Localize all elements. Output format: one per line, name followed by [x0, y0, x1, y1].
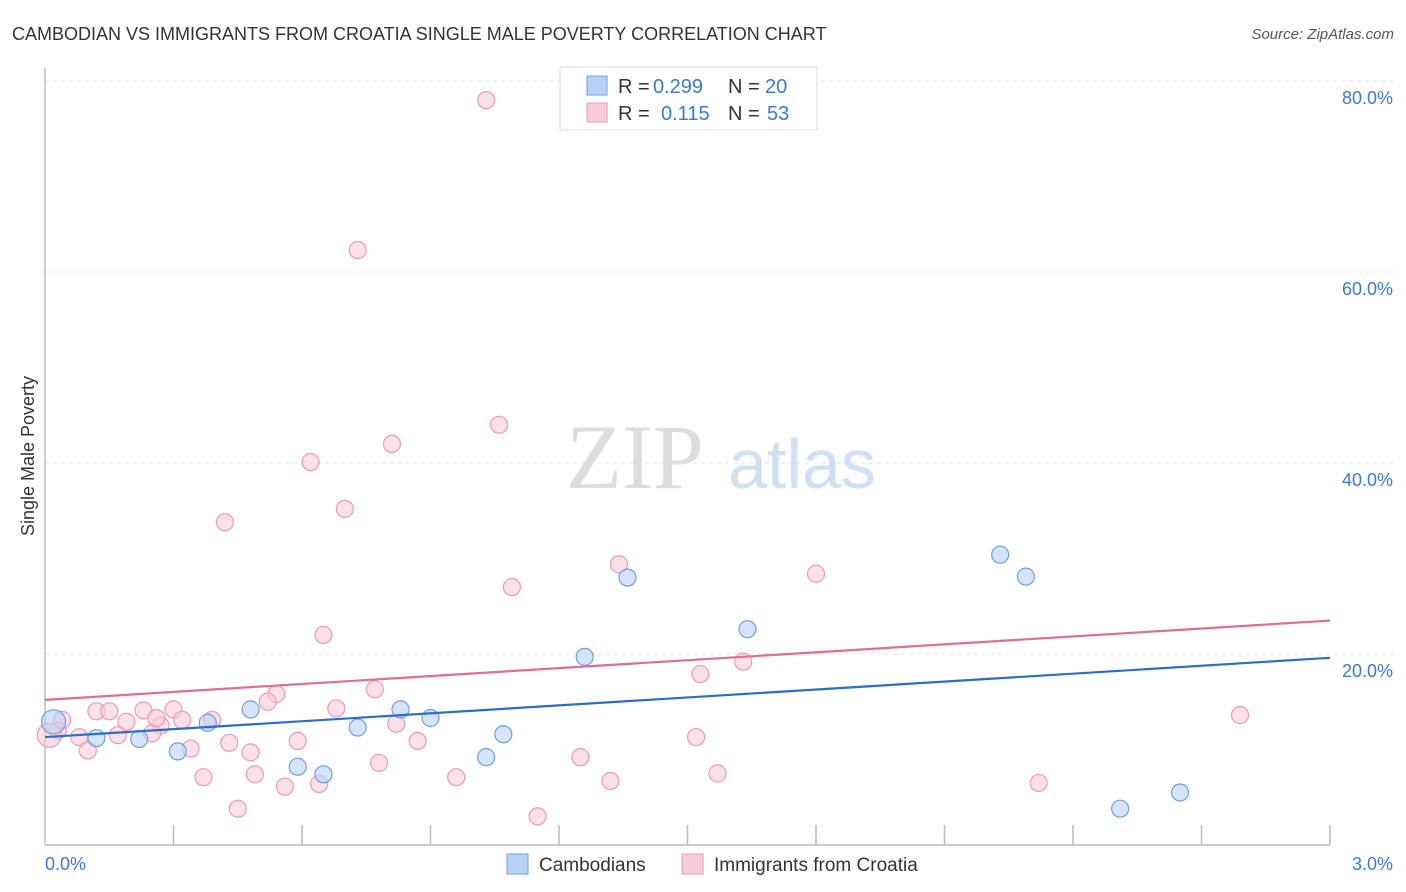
point-cambodians — [738, 620, 757, 639]
point-croatia — [806, 564, 826, 583]
point-cambodians — [130, 729, 149, 749]
legend-r-value: 0.299 — [653, 76, 703, 98]
legend-n-label: N = — [728, 76, 760, 98]
point-cambodians — [991, 545, 1010, 564]
point-cambodians — [391, 700, 410, 719]
point-croatia — [408, 731, 427, 751]
point-croatia — [108, 726, 127, 745]
y-tick-label: 80.0% — [1342, 88, 1393, 108]
point-croatia — [348, 240, 367, 260]
point-cambodians — [87, 728, 106, 748]
point-croatia — [382, 434, 402, 453]
point-croatia — [288, 731, 307, 751]
legend-n-value: 53 — [767, 103, 789, 125]
legend-r-label: R = — [618, 76, 650, 98]
x-ticks — [172, 825, 1331, 845]
gridlines — [45, 80, 1394, 655]
point-cambodians — [348, 718, 367, 737]
point-croatia — [686, 727, 706, 747]
point-croatia — [245, 765, 264, 784]
point-croatia — [78, 741, 97, 760]
point-croatia — [275, 777, 294, 796]
point-croatia — [194, 768, 213, 787]
point-croatia — [365, 680, 384, 699]
point-cambodians — [40, 709, 67, 735]
point-cambodians — [168, 742, 187, 761]
point-croatia — [1029, 773, 1048, 793]
point-croatia — [502, 578, 521, 597]
source-label: Source: ZipAtlas.com — [1251, 26, 1394, 43]
legend-n-label: N = — [728, 103, 760, 125]
svg-text:atlas: atlas — [728, 425, 876, 503]
legend-n-value: 20 — [765, 76, 787, 98]
trend-line-cambodians — [44, 656, 1331, 739]
y-tick-label: 60.0% — [1342, 279, 1393, 299]
point-croatia — [241, 743, 260, 762]
point-croatia — [220, 733, 239, 752]
point-cambodians — [1170, 783, 1190, 802]
legend-swatch-cambodians — [586, 75, 608, 96]
point-cambodians — [575, 647, 594, 666]
point-croatia — [117, 712, 136, 731]
point-croatia — [609, 555, 629, 574]
trend-lines — [44, 619, 1331, 739]
legend-swatch-croatia — [586, 102, 608, 123]
point-croatia — [335, 499, 354, 518]
point-croatia — [708, 764, 727, 783]
x-tick-label-max: 3.0% — [1352, 854, 1393, 874]
bottom-legend: Cambodians Immigrants from Croatia — [506, 853, 918, 876]
point-cambodians — [1111, 799, 1130, 818]
legend-r-label: R = — [618, 103, 650, 125]
y-axis-label: Single Male Poverty — [18, 376, 38, 536]
point-croatia — [147, 708, 166, 728]
point-cambodians — [618, 568, 637, 587]
point-cambodians — [477, 748, 496, 767]
chart-title: CAMBODIAN VS IMMIGRANTS FROM CROATIA SIN… — [12, 24, 826, 44]
bottom-legend-label-cambodians: Cambodians — [539, 855, 646, 876]
point-croatia — [571, 748, 590, 767]
bottom-legend-swatch-croatia — [681, 853, 704, 875]
point-cambodians — [494, 725, 513, 744]
bottom-legend-swatch-cambodians — [506, 853, 529, 875]
point-croatia — [489, 415, 509, 434]
point-croatia — [100, 702, 119, 721]
point-cambodians — [198, 713, 217, 732]
svg-text:ZIP: ZIP — [566, 406, 704, 508]
point-croatia — [601, 771, 620, 791]
bottom-legend-label-croatia: Immigrants from Croatia — [714, 855, 918, 876]
point-croatia — [477, 90, 496, 110]
trend-line-croatia — [44, 619, 1331, 701]
x-tick-label-min: 0.0% — [45, 854, 86, 874]
watermark: ZIP atlas — [566, 406, 876, 508]
legend-box: R = 0.299 N = 20 R = 0.115 N = 53 — [559, 66, 818, 131]
point-cambodians — [241, 700, 260, 719]
legend-r-value: 0.115 — [661, 103, 710, 125]
point-croatia — [301, 452, 320, 472]
point-cambodians — [288, 757, 307, 776]
point-croatia — [215, 513, 234, 532]
point-croatia — [314, 625, 333, 645]
point-croatia — [228, 799, 247, 818]
y-tick-label: 40.0% — [1342, 470, 1393, 490]
point-croatia — [258, 692, 277, 711]
point-croatia — [327, 699, 346, 718]
point-croatia — [447, 768, 466, 787]
point-croatia — [528, 807, 547, 826]
point-croatia — [1230, 706, 1250, 725]
point-croatia — [172, 710, 192, 729]
point-croatia — [691, 664, 710, 684]
y-tick-label: 20.0% — [1342, 661, 1393, 681]
point-cambodians — [1016, 567, 1035, 586]
point-croatia — [370, 753, 389, 772]
point-cambodians — [314, 765, 333, 784]
y-tick-labels: 20.0% 40.0% 60.0% 80.0% — [1342, 88, 1393, 681]
